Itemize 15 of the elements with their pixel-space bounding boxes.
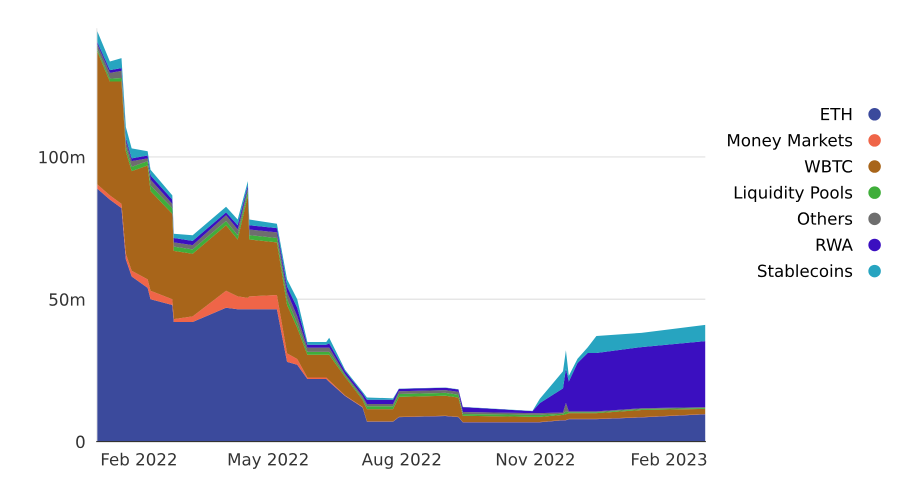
legend-label: RWA [816, 238, 853, 251]
legend-label: Money Markets [728, 134, 852, 150]
x-tick-label: May 2022 [228, 453, 308, 469]
legend-label: WBTC [804, 160, 852, 173]
legend-label: Stablecoins [758, 264, 852, 278]
y-tick-label: 0 [76, 436, 85, 448]
x-tick-label: Nov 2022 [496, 453, 574, 466]
x-tick-label: Aug 2022 [362, 453, 440, 469]
y-tick-label: 50m [50, 293, 84, 306]
x-tick-label: Feb 2023 [632, 452, 706, 466]
legend-label: Others [798, 212, 852, 225]
y-tick-label: 100m [39, 150, 84, 164]
legend-label: ETH [821, 108, 852, 120]
legend-label: Liquidity Pools [734, 186, 852, 202]
x-tick-label: Feb 2022 [102, 452, 176, 466]
